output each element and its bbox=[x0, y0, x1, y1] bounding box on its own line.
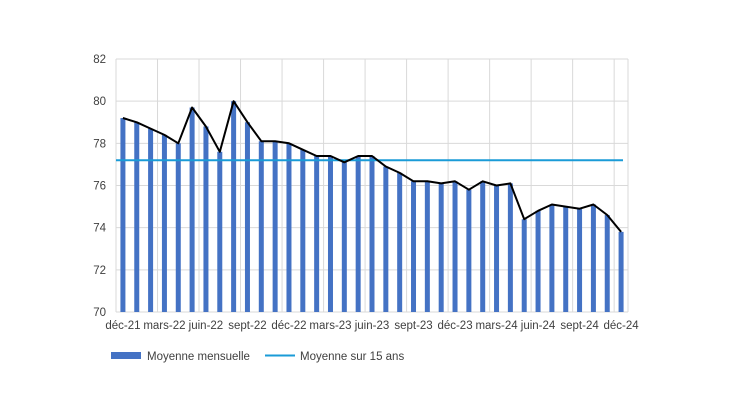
bar-avr-24 bbox=[507, 183, 513, 312]
bar-juil-23 bbox=[383, 166, 389, 312]
x-tick-déc-22: déc-22 bbox=[271, 320, 306, 332]
y-tick-80: 80 bbox=[93, 96, 106, 108]
bar-oct-23 bbox=[424, 181, 430, 312]
bar-juin-22 bbox=[203, 126, 209, 312]
x-tick-sept-22: sept-22 bbox=[228, 320, 266, 332]
bar-déc-21 bbox=[120, 118, 126, 313]
y-tick-78: 78 bbox=[93, 138, 106, 150]
x-tick-juin-23: juin-23 bbox=[354, 320, 390, 332]
x-tick-sept-23: sept-23 bbox=[394, 320, 432, 332]
bar-févr-24 bbox=[480, 181, 486, 312]
x-tick-déc-23: déc-23 bbox=[437, 320, 472, 332]
bar-mars-23 bbox=[327, 155, 333, 312]
bar-déc-23 bbox=[452, 181, 458, 312]
bar-sept-24 bbox=[577, 208, 583, 312]
trend-line bbox=[122, 100, 622, 233]
y-tick-74: 74 bbox=[93, 223, 106, 235]
x-tick-sept-24: sept-24 bbox=[560, 320, 599, 332]
bar-nov-23 bbox=[438, 183, 444, 312]
monthly-trend-polyline bbox=[122, 100, 622, 233]
bar-avr-23 bbox=[341, 162, 347, 312]
bar-juin-24 bbox=[535, 210, 541, 312]
bar-oct-24 bbox=[590, 204, 596, 312]
bar-juil-22 bbox=[217, 151, 223, 312]
bar-mars-24 bbox=[494, 185, 500, 312]
y-tick-70: 70 bbox=[93, 307, 106, 319]
grid bbox=[115, 58, 629, 313]
bar-déc-22 bbox=[286, 143, 292, 312]
bar-nov-22 bbox=[272, 141, 278, 312]
bar-déc-24 bbox=[618, 231, 624, 312]
bar-sept-22 bbox=[244, 122, 250, 312]
bar-mai-22 bbox=[189, 107, 195, 312]
x-tick-déc-24: déc-24 bbox=[603, 320, 639, 332]
bar-juin-23 bbox=[369, 155, 375, 312]
bar-janv-24 bbox=[466, 189, 472, 312]
bar-févr-22 bbox=[148, 128, 154, 312]
x-tick-mars-22: mars-22 bbox=[143, 320, 185, 332]
x-tick-juin-24: juin-24 bbox=[520, 320, 556, 332]
legend: Moyenne mensuelle Moyenne sur 15 ans bbox=[111, 351, 404, 363]
legend-label-15y-average: Moyenne sur 15 ans bbox=[300, 351, 404, 363]
y-tick-76: 76 bbox=[93, 181, 106, 193]
bar-janv-22 bbox=[134, 122, 140, 312]
y-tick-82: 82 bbox=[93, 54, 106, 66]
bar-mai-24 bbox=[521, 219, 527, 312]
bar-janv-23 bbox=[300, 149, 306, 312]
legend-label-monthly: Moyenne mensuelle bbox=[147, 351, 250, 363]
bar-juil-24 bbox=[549, 204, 555, 312]
x-axis-ticks: déc-21 mars-22 juin-22 sept-22 déc-22 mars-23… bbox=[105, 320, 639, 332]
bar-août-22 bbox=[231, 101, 237, 313]
bar-avr-22 bbox=[175, 143, 181, 312]
bar-oct-22 bbox=[258, 141, 264, 312]
bar-sept-23 bbox=[411, 181, 417, 312]
y-axis-ticks: 70 72 74 76 78 80 82 bbox=[93, 54, 106, 319]
y-tick-72: 72 bbox=[93, 265, 106, 277]
x-tick-mars-24: mars-24 bbox=[475, 320, 518, 332]
legend-bar-swatch bbox=[111, 352, 141, 359]
bar-août-23 bbox=[397, 172, 403, 312]
bar-févr-23 bbox=[314, 155, 320, 312]
bars bbox=[120, 101, 624, 313]
bar-mai-23 bbox=[355, 155, 361, 312]
bar-mars-22 bbox=[161, 134, 167, 312]
x-tick-juin-22: juin-22 bbox=[188, 320, 224, 332]
x-tick-déc-21: déc-21 bbox=[105, 320, 140, 332]
x-tick-mars-23: mars-23 bbox=[309, 320, 351, 332]
bar-août-24 bbox=[563, 206, 569, 312]
bar-nov-24 bbox=[604, 215, 610, 312]
